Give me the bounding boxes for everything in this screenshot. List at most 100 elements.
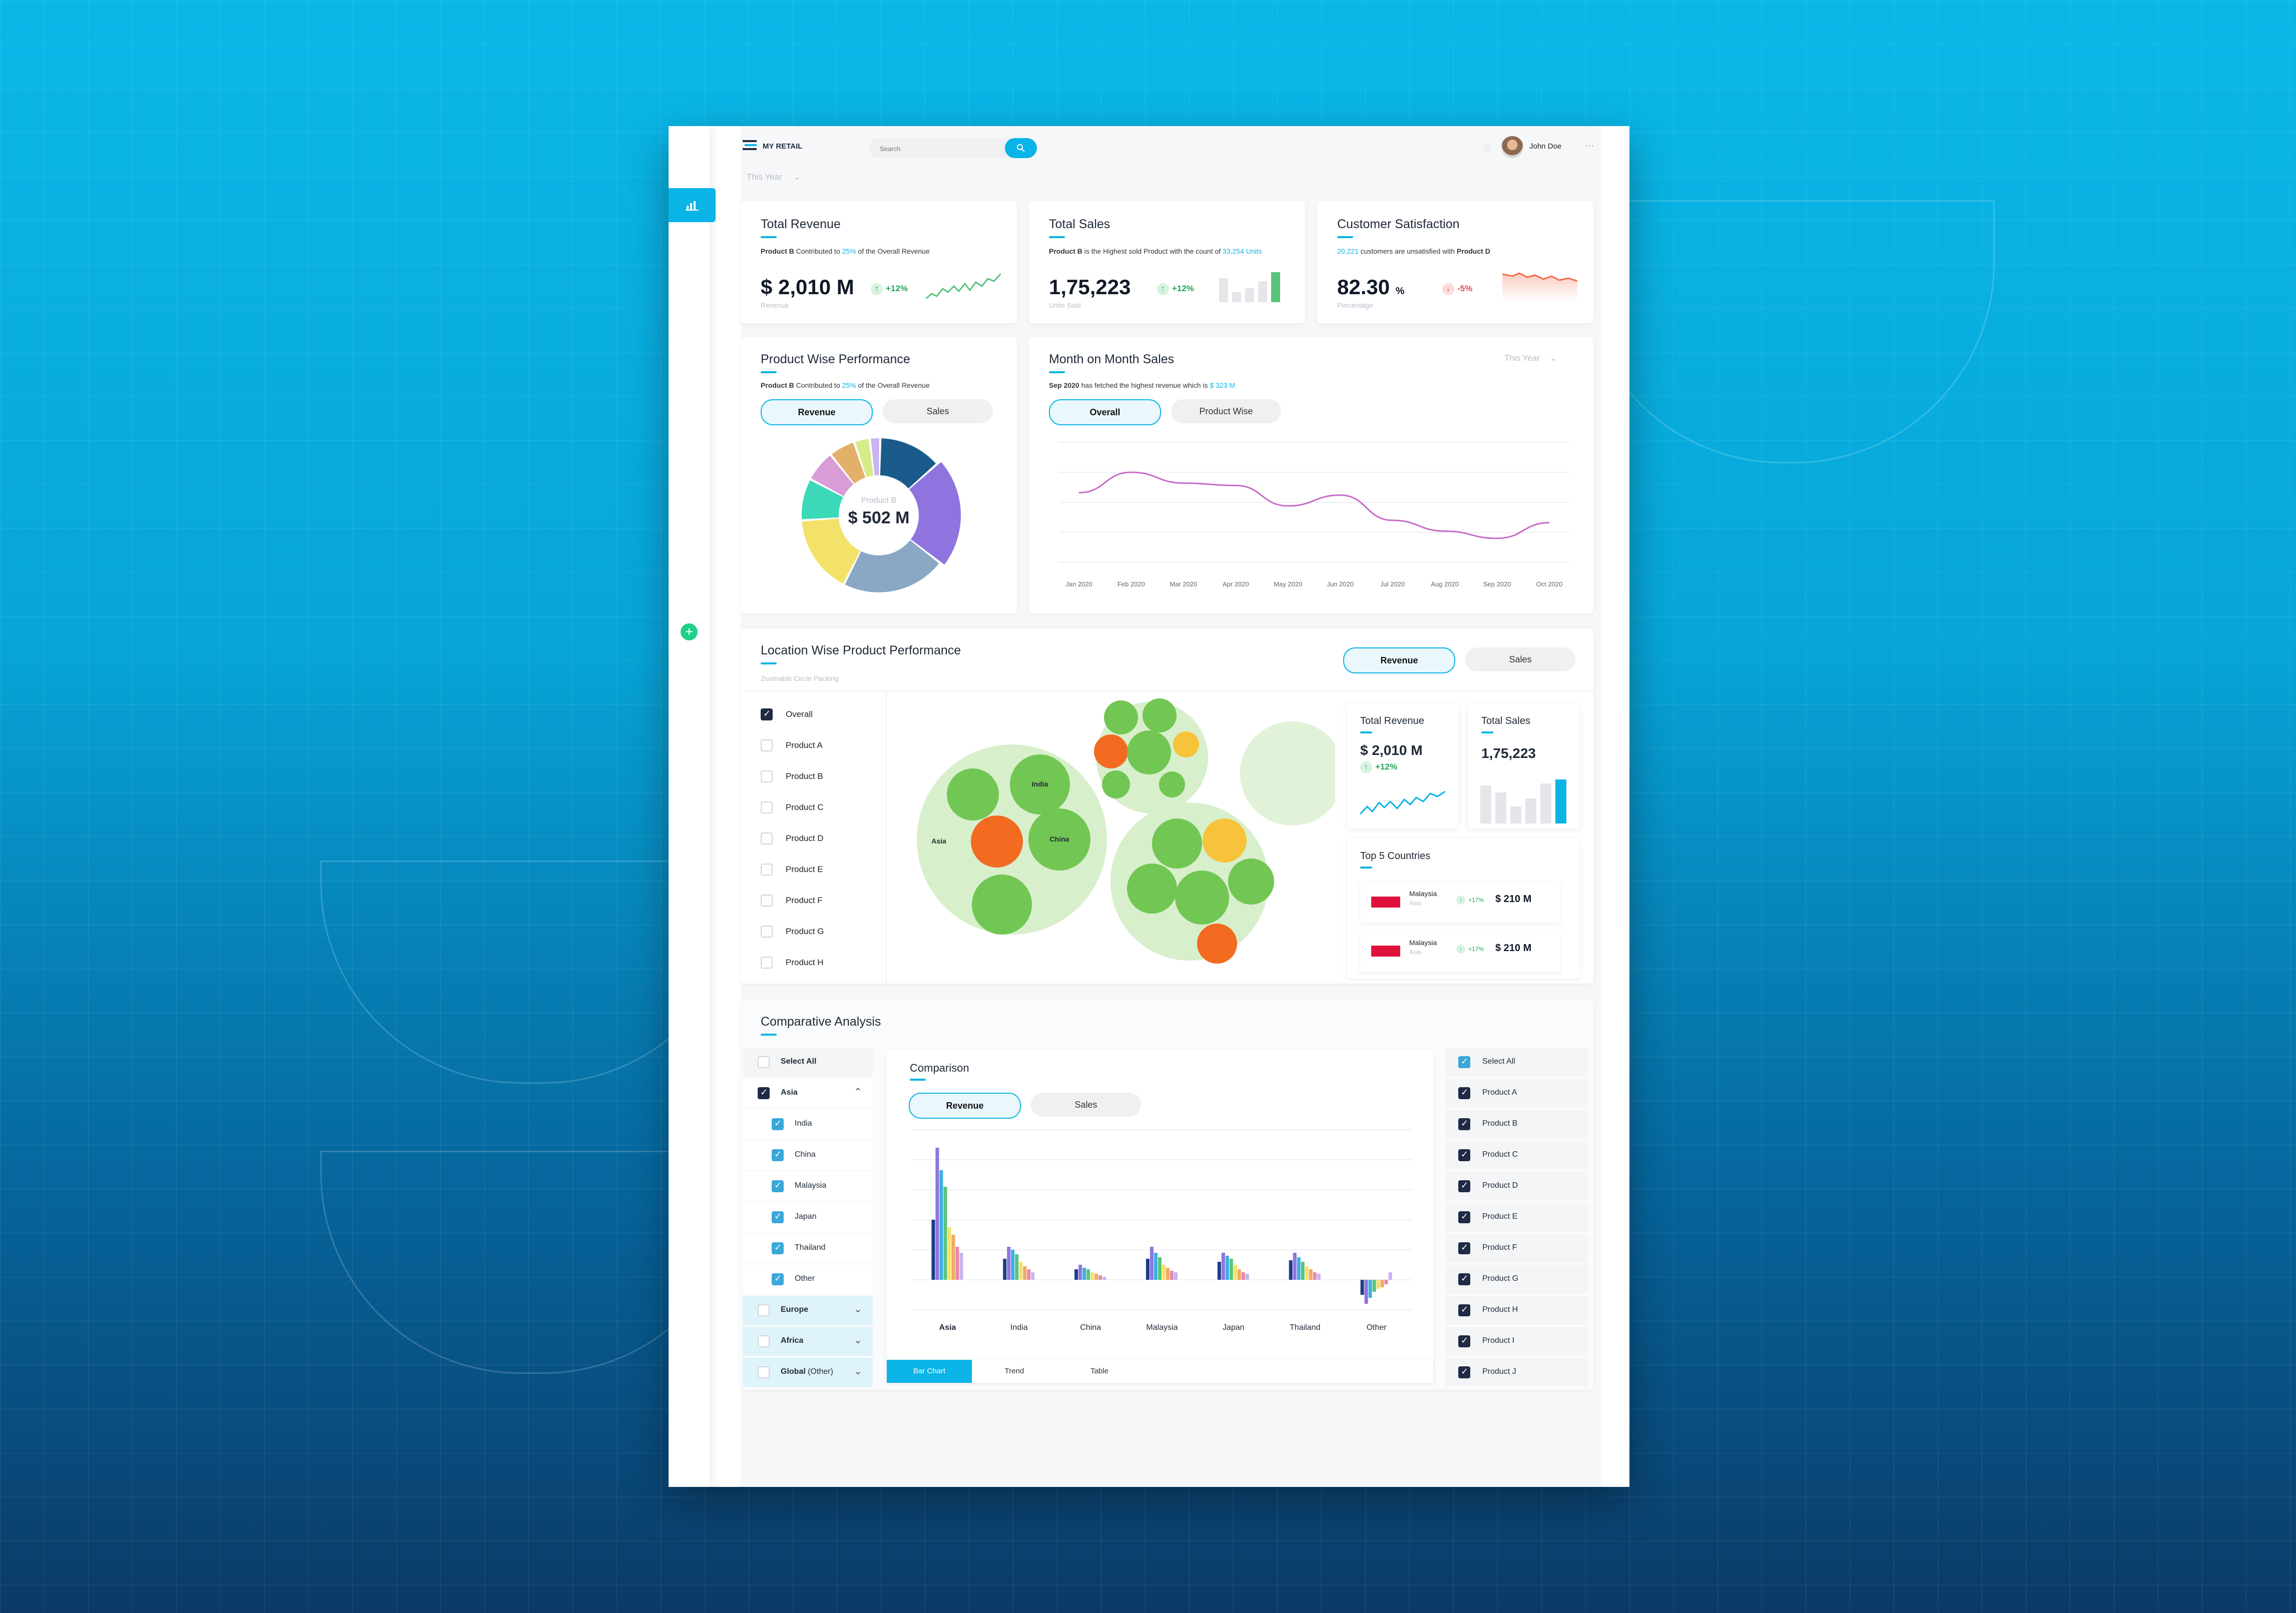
product-checkbox[interactable] [1458, 1056, 1470, 1068]
view-tab[interactable]: Bar Chart [887, 1360, 972, 1383]
bar[interactable] [1384, 1280, 1388, 1284]
filter-checkbox[interactable] [761, 739, 773, 751]
filter-row[interactable]: Africa ⌄ [743, 1327, 873, 1356]
product-row[interactable]: Select All [1445, 1048, 1588, 1077]
avatar[interactable] [1501, 136, 1523, 158]
bar[interactable] [1015, 1254, 1019, 1280]
filter-checkbox[interactable] [758, 1335, 770, 1347]
add-button[interactable]: + [681, 623, 698, 640]
product-bubble[interactable] [1203, 819, 1247, 863]
filter-label[interactable]: Product D [786, 834, 824, 843]
tab-revenue[interactable]: Revenue [909, 1093, 1021, 1119]
bar[interactable] [1297, 1257, 1301, 1280]
mom-year-filter[interactable]: This Year ⌄ [1504, 353, 1557, 363]
bar[interactable] [1023, 1266, 1027, 1280]
bar[interactable] [1078, 1265, 1082, 1280]
product-row[interactable]: Product C [1445, 1141, 1588, 1170]
user-name[interactable]: John Doe [1529, 142, 1562, 151]
filter-checkbox[interactable] [758, 1366, 770, 1378]
bar[interactable] [939, 1170, 943, 1280]
notification-icon[interactable] [1484, 143, 1490, 151]
bar[interactable] [1019, 1262, 1023, 1280]
filter-label[interactable]: Product A [786, 740, 823, 750]
view-tab[interactable]: Trend [1004, 1367, 1024, 1375]
filter-checkbox[interactable] [761, 801, 773, 814]
product-bubble[interactable] [1173, 731, 1199, 757]
bar[interactable] [1166, 1268, 1170, 1280]
product-bubble[interactable] [1028, 809, 1090, 871]
filter-row[interactable]: Asia ⌃ [743, 1079, 873, 1108]
filter-label[interactable]: Product C [786, 802, 824, 812]
filter-checkbox[interactable] [761, 864, 773, 876]
product-row[interactable]: Product G [1445, 1265, 1588, 1294]
product-checkbox[interactable] [1458, 1118, 1470, 1130]
bar[interactable] [1031, 1272, 1035, 1280]
filter-label[interactable]: Product F [786, 896, 823, 905]
bar[interactable] [1102, 1277, 1106, 1280]
filter-checkbox[interactable] [758, 1056, 770, 1068]
filter-checkbox[interactable] [758, 1087, 770, 1099]
product-checkbox[interactable] [1458, 1335, 1470, 1347]
search-input[interactable] [879, 142, 981, 155]
filter-checkbox[interactable] [761, 833, 773, 845]
product-row[interactable]: Product A [1445, 1079, 1588, 1108]
chevron-down-icon[interactable]: ⌄ [854, 1335, 862, 1346]
filter-label[interactable]: Product E [786, 865, 823, 874]
filter-checkbox[interactable] [761, 895, 773, 907]
donut-slice[interactable] [871, 438, 879, 476]
chevron-up-icon[interactable]: ⌃ [854, 1087, 862, 1098]
product-row[interactable]: Product I [1445, 1327, 1588, 1356]
bar[interactable] [1372, 1280, 1376, 1292]
donut-slice[interactable] [845, 540, 939, 592]
filter-label[interactable]: Overall [786, 709, 813, 719]
product-bubble[interactable] [1127, 864, 1177, 914]
bar[interactable] [1301, 1262, 1305, 1280]
filter-row[interactable]: China [743, 1141, 873, 1170]
country-row[interactable]: Malaysia Asia ↑ +17% $ 210 M [1360, 883, 1560, 923]
tab-revenue[interactable]: Revenue [1343, 647, 1455, 673]
dashboard-nav-button[interactable] [669, 188, 716, 222]
bar[interactable] [1225, 1256, 1229, 1280]
year-filter[interactable]: This Year ⌄ [747, 172, 801, 182]
more-menu-icon[interactable]: ··· [1584, 140, 1594, 151]
tab-sales[interactable]: Sales [1031, 1093, 1141, 1117]
bar[interactable] [1003, 1259, 1007, 1280]
bar[interactable] [1074, 1269, 1078, 1280]
bar[interactable] [1317, 1274, 1321, 1280]
filter-row[interactable]: Japan [743, 1203, 873, 1232]
bar[interactable] [1027, 1269, 1031, 1280]
product-bubble[interactable] [1228, 859, 1274, 905]
bar[interactable] [1289, 1260, 1293, 1280]
bar[interactable] [935, 1148, 939, 1280]
tab-product-wise[interactable]: Product Wise [1171, 399, 1281, 423]
product-bubble[interactable] [1175, 871, 1229, 925]
bar[interactable] [1082, 1268, 1086, 1280]
bar[interactable] [951, 1235, 955, 1280]
donut-slice[interactable] [832, 442, 866, 484]
tab-revenue[interactable]: Revenue [761, 399, 873, 425]
product-checkbox[interactable] [1458, 1242, 1470, 1254]
product-row[interactable]: Product F [1445, 1234, 1588, 1263]
view-tab[interactable]: Table [1090, 1367, 1108, 1375]
product-bubble[interactable] [1152, 819, 1202, 869]
region-bubble[interactable] [1240, 721, 1335, 826]
bar[interactable] [1364, 1280, 1368, 1304]
search-bar[interactable] [869, 138, 1037, 158]
bar[interactable] [1360, 1280, 1364, 1295]
product-row[interactable]: Product B [1445, 1110, 1588, 1139]
filter-row[interactable]: Other [743, 1265, 873, 1294]
product-row[interactable]: Product H [1445, 1296, 1588, 1325]
bar[interactable] [1293, 1253, 1297, 1280]
bar[interactable] [1388, 1272, 1392, 1280]
tab-sales[interactable]: Sales [883, 399, 993, 423]
bar[interactable] [1011, 1250, 1015, 1280]
filter-checkbox[interactable] [772, 1149, 784, 1161]
bar[interactable] [1086, 1269, 1090, 1280]
filter-checkbox[interactable] [772, 1211, 784, 1223]
product-bubble[interactable] [1094, 734, 1128, 768]
donut-slice[interactable] [802, 480, 843, 519]
bar[interactable] [1007, 1247, 1011, 1280]
product-checkbox[interactable] [1458, 1304, 1470, 1316]
filter-checkbox[interactable] [761, 770, 773, 782]
product-bubble[interactable] [1010, 754, 1070, 815]
